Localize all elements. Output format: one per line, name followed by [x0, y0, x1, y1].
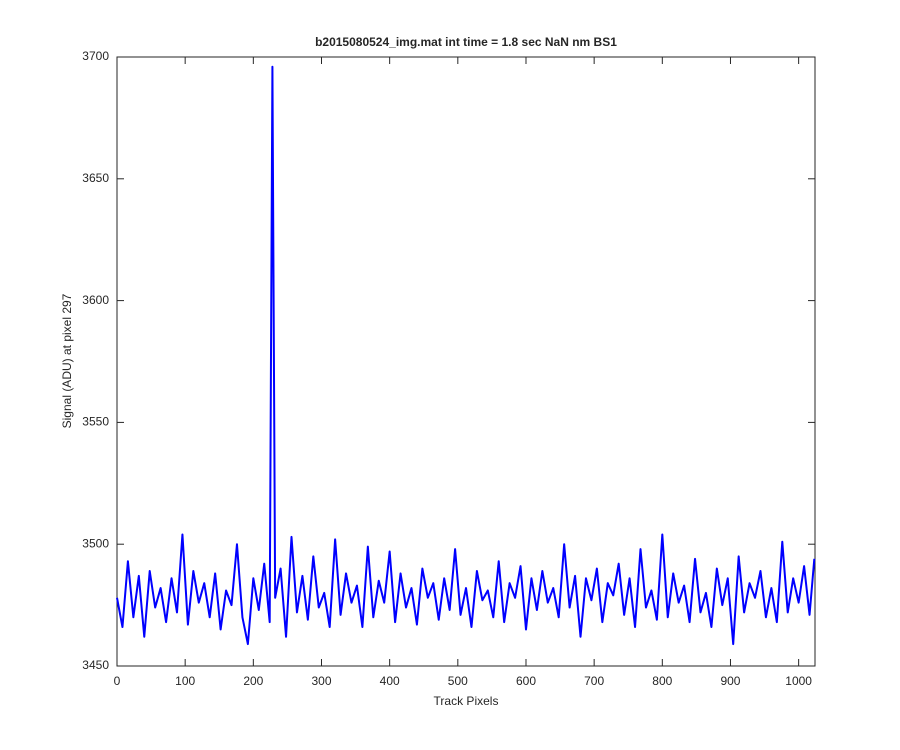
x-tick-label: 700	[584, 674, 604, 688]
x-tick-label: 1000	[785, 674, 812, 688]
x-tick-label: 0	[114, 674, 121, 688]
data-line	[116, 65, 816, 646]
y-tick-label: 3700	[82, 49, 109, 63]
y-tick-label: 3500	[82, 536, 109, 550]
x-tick-label: 100	[175, 674, 195, 688]
x-axis-label: Track Pixels	[434, 694, 499, 708]
y-tick-label: 3650	[82, 171, 109, 185]
chart-title: b2015080524_img.mat int time = 1.8 sec N…	[315, 35, 617, 49]
y-tick-label: 3450	[82, 658, 109, 672]
plot-area	[116, 56, 816, 667]
x-tick-label: 500	[448, 674, 468, 688]
x-tick-label: 200	[243, 674, 263, 688]
x-tick-label: 900	[720, 674, 740, 688]
x-tick-label: 400	[380, 674, 400, 688]
y-tick-label: 3600	[82, 293, 109, 307]
y-axis-label: Signal (ADU) at pixel 297	[60, 293, 74, 428]
x-tick-label: 300	[311, 674, 331, 688]
x-tick-label: 800	[652, 674, 672, 688]
y-tick-label: 3550	[82, 415, 109, 429]
x-tick-label: 600	[516, 674, 536, 688]
